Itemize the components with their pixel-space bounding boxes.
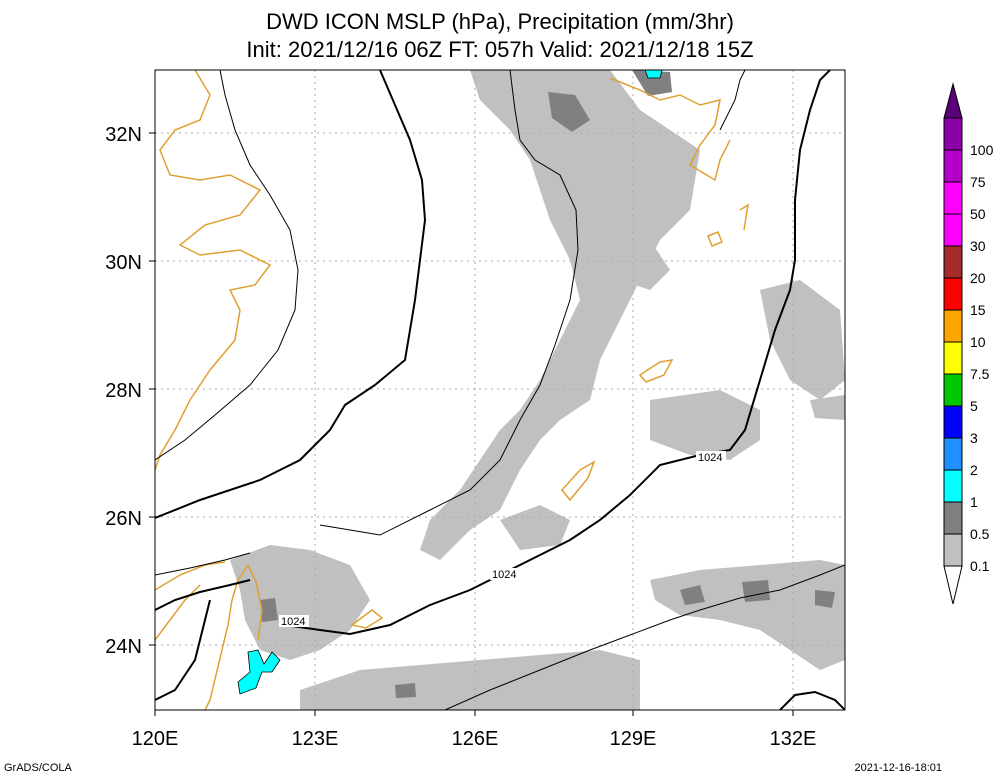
colorbar-swatch [943, 117, 963, 151]
isobar-label: 1024 [492, 569, 516, 581]
y-tick-label: 32N [105, 124, 142, 146]
precip-mid-bottom [395, 683, 416, 698]
precip-mid-ne [632, 70, 672, 96]
coast-ryukyu-c [707, 231, 723, 247]
isobar-1024-south [284, 70, 831, 636]
colorbar-label: 1 [970, 494, 978, 510]
isobar-thin-e [719, 70, 746, 131]
isobars [155, 70, 845, 710]
y-tick-label: 30N [105, 252, 142, 274]
precip-band-bottom [300, 650, 640, 710]
precip-mid-south-b [742, 580, 770, 602]
coast-korea-japan [609, 77, 731, 182]
colorbar-bottom-arrow [943, 565, 963, 605]
colorbar-swatch [943, 405, 963, 439]
precip-mid-sw [260, 598, 278, 622]
colorbar-label: 15 [970, 302, 986, 318]
coast-fujian [155, 561, 226, 641]
colorbar-swatch [943, 213, 963, 247]
colorbar-swatch [943, 501, 963, 535]
coastlines [155, 70, 750, 710]
axis-labels: 120E 123E 126E 129E 132E 32N 30N 28N 26N… [105, 124, 816, 750]
x-tick-label: 132E [770, 728, 817, 750]
map-title-line2: Init: 2021/12/16 06Z FT: 057h Valid: 202… [246, 37, 754, 62]
colorbar-swatch [943, 149, 963, 183]
precip-patch-east-c [810, 395, 845, 420]
colorbar-label: 30 [970, 238, 986, 254]
x-tick-label: 126E [452, 728, 499, 750]
coast-china-east [155, 70, 272, 471]
colorbar-label: 3 [970, 430, 978, 446]
precip-heavy-ne [644, 70, 663, 79]
plot-frame [154, 69, 846, 711]
isobar-bottom-right [779, 690, 845, 710]
colorbar-swatch [943, 181, 963, 215]
colorbar-label: 0.1 [970, 558, 990, 574]
colorbar-label: 5 [970, 398, 978, 414]
colorbar-swatch [943, 373, 963, 407]
y-tick-label: 24N [105, 636, 142, 658]
y-tick-label: 26N [105, 508, 142, 530]
coast-ryukyu-a [638, 359, 674, 383]
precip-patch-west [610, 240, 670, 290]
colorbar-label: 20 [970, 270, 986, 286]
precip-patch-east-a [650, 390, 760, 460]
isobar-label: 1024 [698, 452, 722, 464]
precip-mid-south-a [680, 585, 705, 605]
colorbar-swatch [943, 341, 963, 375]
isobar-labels: 1024 1024 1024 [279, 451, 726, 628]
colorbar-label: 50 [970, 206, 986, 222]
isobar-label: 1024 [281, 616, 305, 628]
colorbar-swatch [943, 245, 963, 279]
colorbar-swatch [943, 277, 963, 311]
precip-mid-south-c [815, 590, 835, 608]
footer-timestamp: 2021-12-16-18:01 [854, 762, 942, 774]
precip-heavy-areas [237, 70, 663, 695]
axis-ticks [149, 132, 794, 716]
precip-heavy-sw [237, 649, 281, 695]
isobar-1024-west [155, 579, 251, 701]
colorbar: 100 75 50 30 20 15 10 7.5 5 3 2 1 0.5 0.1 [943, 82, 994, 605]
isobar-thin-a [155, 70, 299, 461]
precip-patch-east-b [760, 280, 845, 400]
x-tick-label: 129E [610, 728, 657, 750]
colorbar-label: 75 [970, 174, 986, 190]
isobar-thin-c [444, 564, 845, 710]
precip-patch-mid [500, 505, 570, 550]
map-title-line1: DWD ICON MSLP (hPa), Precipitation (mm/3… [266, 9, 734, 34]
coast-ryukyu-b [561, 460, 596, 502]
colorbar-label: 10 [970, 334, 986, 350]
precip-moderate-areas [260, 70, 835, 698]
colorbar-swatch [943, 469, 963, 503]
graticule [155, 70, 845, 710]
isobar-1024-main [155, 70, 427, 519]
precip-mid-north [548, 92, 590, 132]
x-tick-label: 123E [292, 728, 339, 750]
coast-kyushu [739, 203, 750, 231]
precip-band-north [420, 70, 700, 560]
x-tick-label: 120E [132, 728, 179, 750]
colorbar-swatch [943, 309, 963, 343]
precip-patch-southwest [230, 545, 370, 660]
isobar-thin-b [319, 70, 579, 536]
colorbar-label: 2 [970, 462, 978, 478]
colorbar-label: 7.5 [970, 366, 990, 382]
colorbar-swatch [943, 437, 963, 471]
coast-ryukyu-d [350, 609, 384, 629]
isobar-thin-d [155, 552, 251, 576]
colorbar-label: 100 [970, 142, 994, 158]
colorbar-top-arrow [943, 82, 963, 119]
colorbar-swatch [943, 533, 963, 567]
colorbar-label: 0.5 [970, 526, 990, 542]
y-tick-label: 28N [105, 380, 142, 402]
footer-software: GrADS/COLA [4, 762, 72, 774]
